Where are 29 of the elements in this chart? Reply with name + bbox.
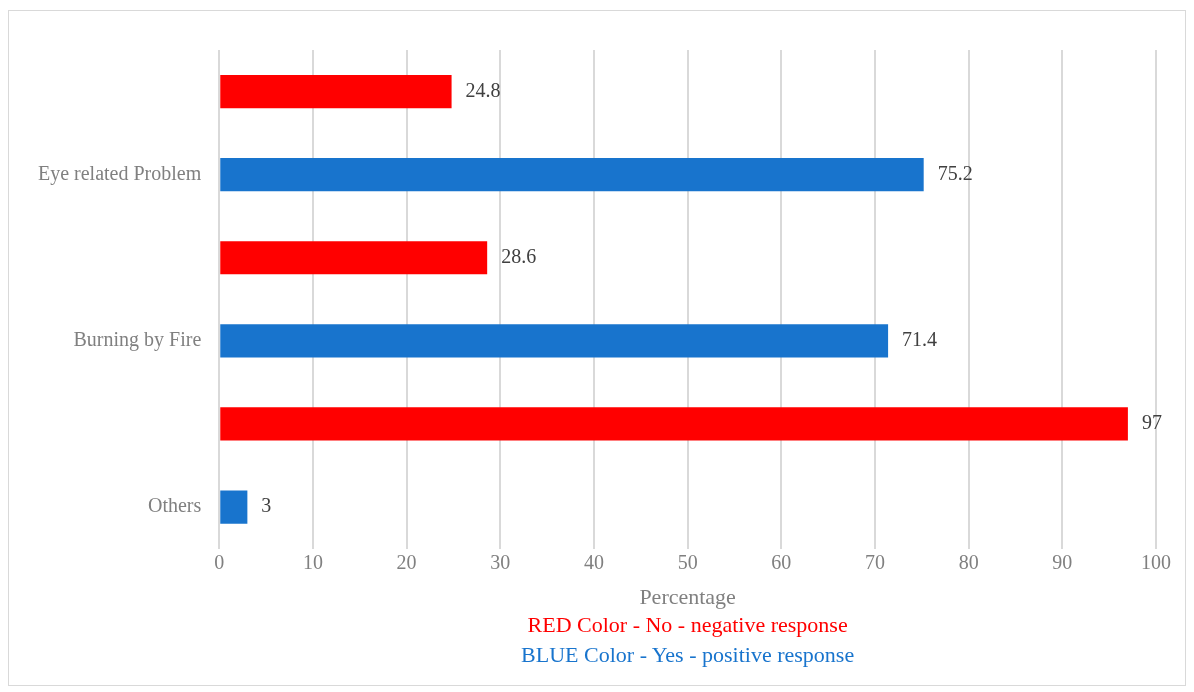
data-label: 24.8 xyxy=(465,78,501,101)
bar xyxy=(220,324,889,358)
y-tick-label: Others xyxy=(147,494,202,517)
x-tick-label: 60 xyxy=(771,550,792,573)
x-tick-label: 80 xyxy=(958,550,979,573)
x-tick-label: 30 xyxy=(490,550,511,573)
text: RED Color - No - negative response xyxy=(527,612,848,638)
data-label: 75.2 xyxy=(937,161,973,184)
bar xyxy=(220,490,248,524)
data-label: 28.6 xyxy=(501,245,537,267)
x-tick-label: 10 xyxy=(302,550,323,573)
x-tick-label: 40 xyxy=(583,550,604,573)
y-tick-label: Burning by Fire xyxy=(73,328,202,352)
x-tick-label: 90 xyxy=(1052,550,1073,573)
x-tick-label: 70 xyxy=(864,550,885,573)
data-label: 3 xyxy=(261,494,272,517)
bar xyxy=(220,158,924,192)
x-tick-label: 50 xyxy=(677,550,698,573)
bar xyxy=(220,241,488,275)
text: BLUE Color - Yes - positive response xyxy=(521,642,855,668)
x-axis-title: Percentage xyxy=(639,583,736,609)
x-tick-label: 20 xyxy=(396,550,417,573)
data-label: 71.4 xyxy=(902,328,938,351)
y-tick-label: Eye related Problem xyxy=(37,161,202,185)
bar xyxy=(220,407,1128,441)
bar xyxy=(220,74,452,109)
x-tick-label: 100 xyxy=(1141,550,1171,573)
x-tick-label: 0 xyxy=(214,550,225,573)
data-label: 97 xyxy=(1141,411,1162,434)
